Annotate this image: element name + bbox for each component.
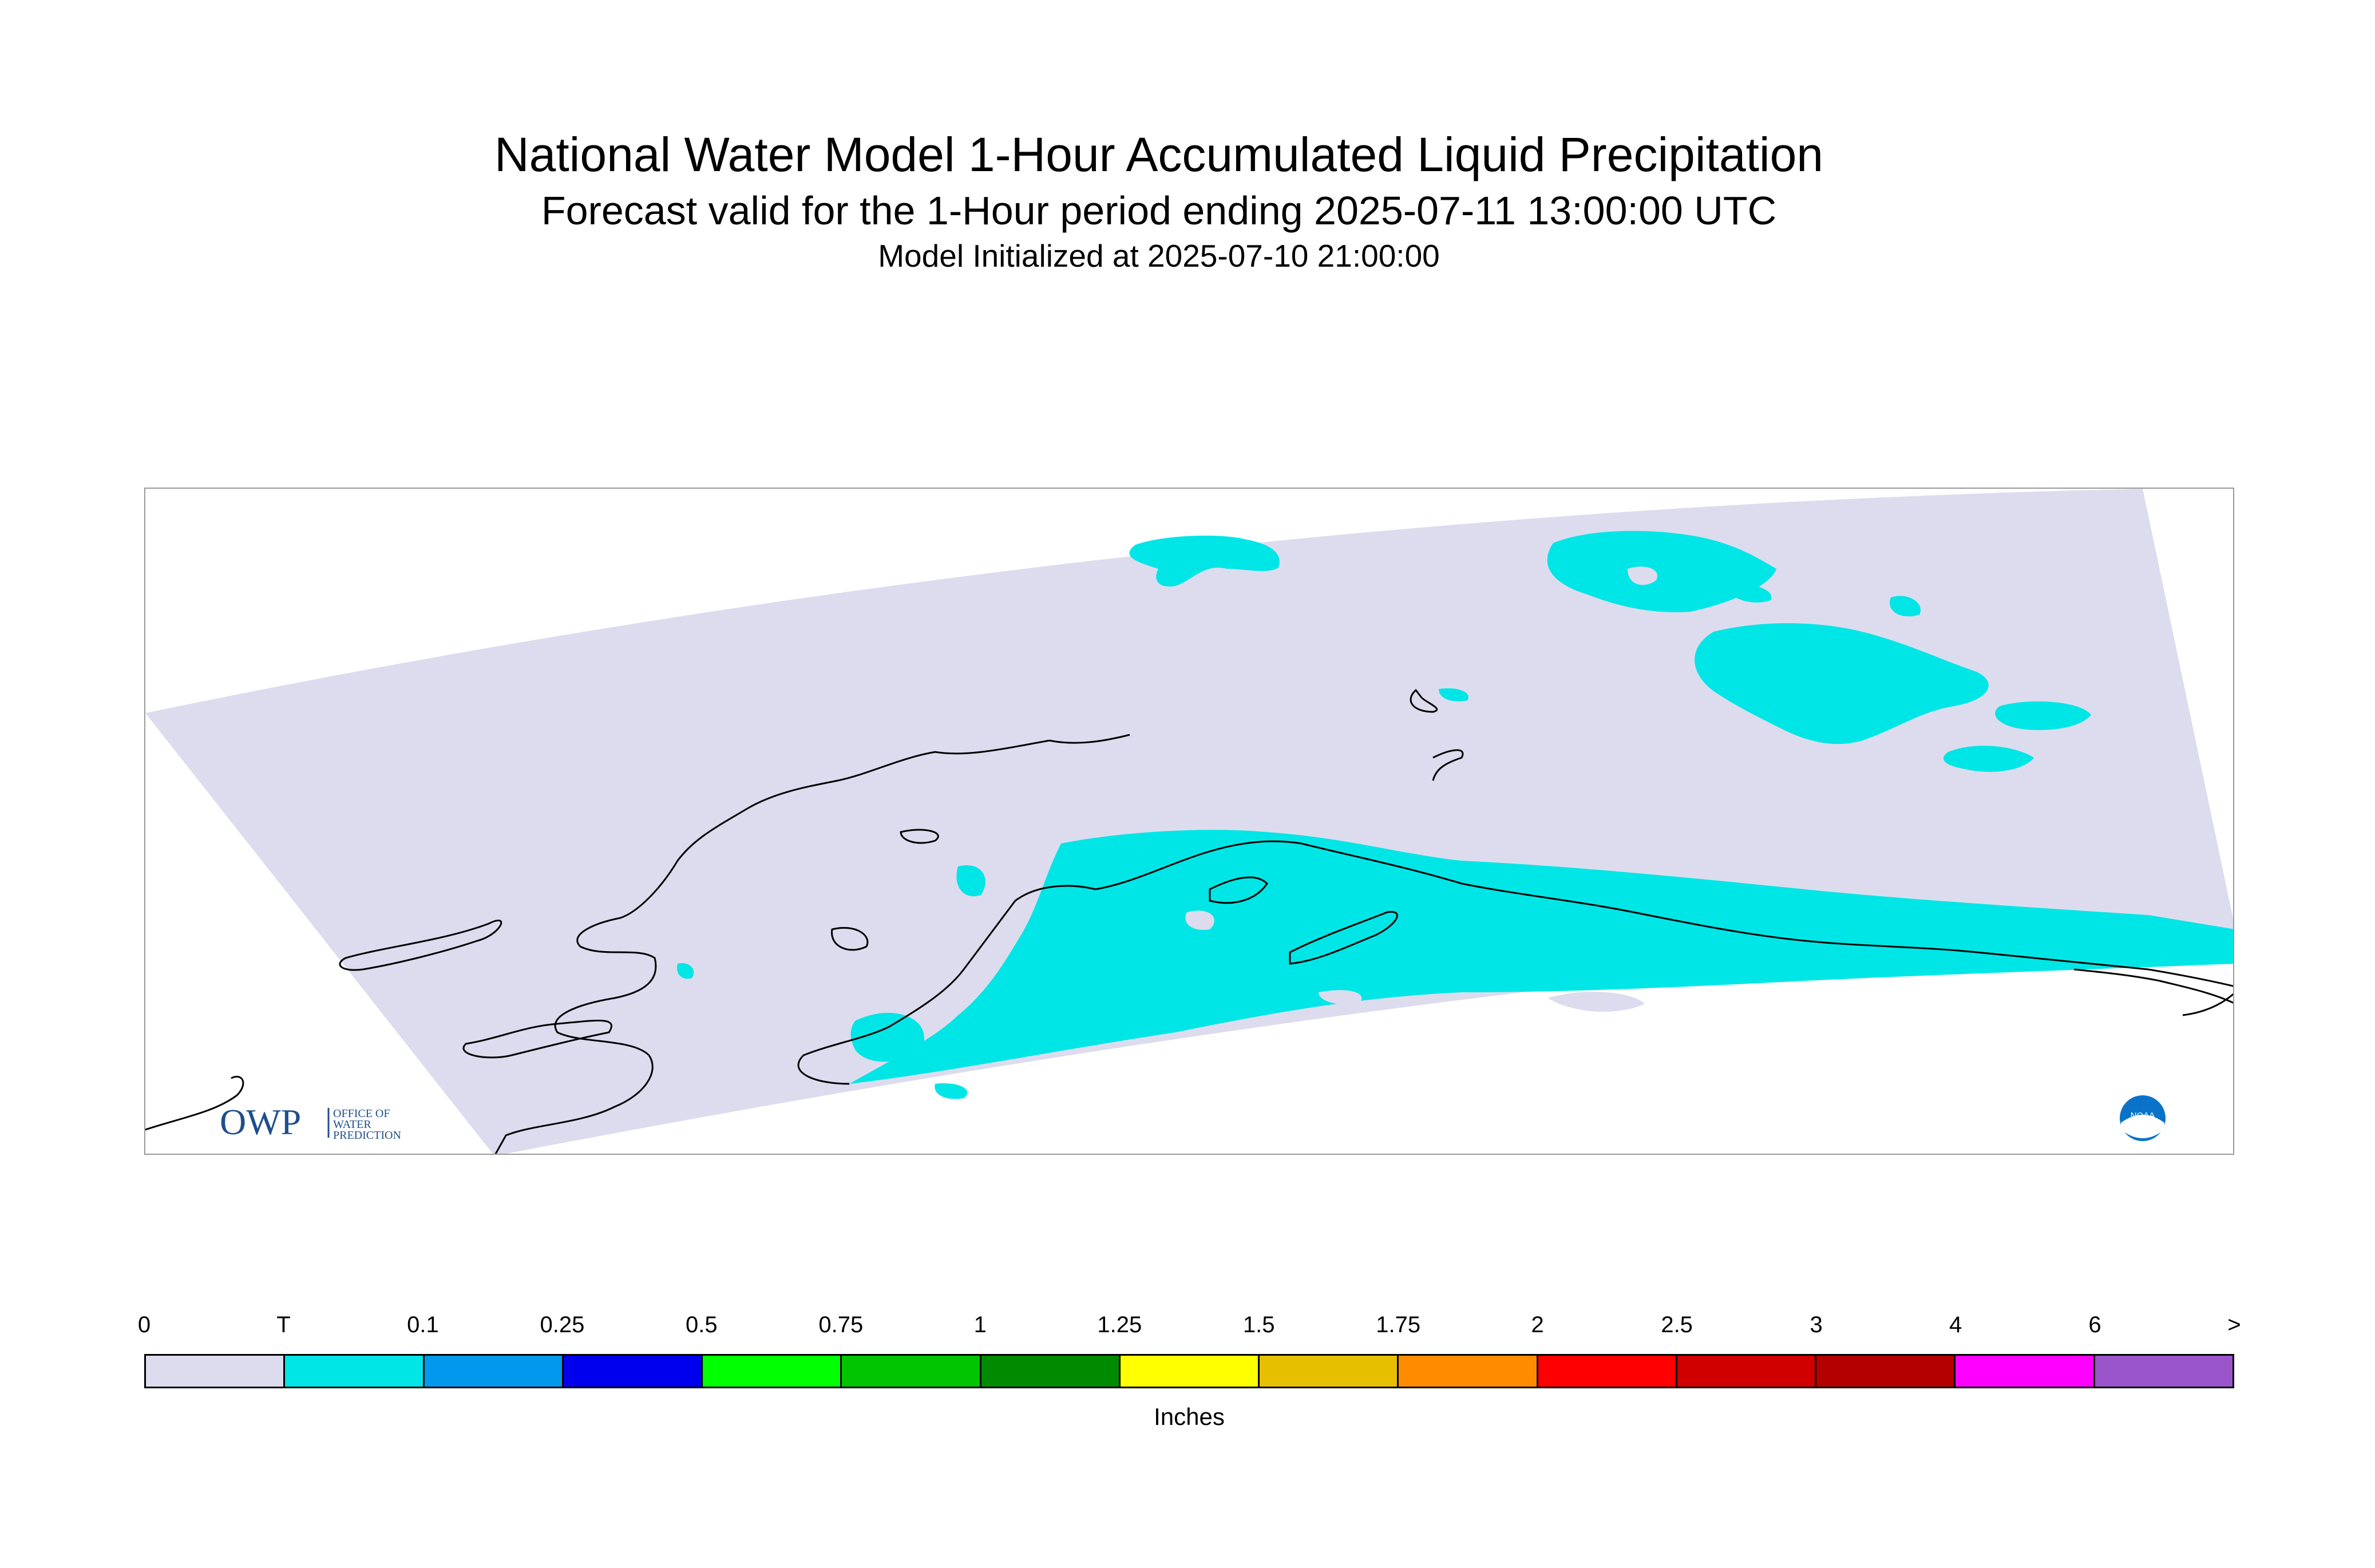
legend-tick-label: 1.25 — [1097, 1312, 1142, 1337]
noaa-logo-wave — [2121, 1115, 2164, 1138]
model-domain-area — [145, 489, 2233, 1154]
precip-patch — [850, 1012, 924, 1062]
coastline — [831, 926, 869, 951]
legend-swatch — [981, 1356, 1121, 1387]
precip-patch — [1547, 530, 1776, 612]
domain-hole — [1319, 990, 1362, 1005]
domain-holes — [1185, 910, 1645, 1012]
legend-swatch — [424, 1356, 564, 1387]
coastline — [1209, 876, 1268, 904]
owp-logo-line: WATER — [333, 1118, 371, 1131]
owp-logo-mark: OWP — [220, 1102, 301, 1142]
legend-swatch — [2095, 1356, 2232, 1387]
legend-swatch — [1956, 1356, 2095, 1387]
legend-swatch — [842, 1356, 981, 1387]
coastline — [2182, 993, 2233, 1016]
precip-patch — [1890, 596, 1921, 617]
title-block: National Water Model 1-Hour Accumulated … — [0, 0, 2375, 320]
legend-swatch — [1816, 1356, 1956, 1387]
map-subtitle: Forecast valid for the 1-Hour period end… — [541, 188, 1777, 233]
precip-patch — [1943, 746, 2034, 772]
legend-swatch — [563, 1356, 703, 1387]
coastline — [494, 734, 1130, 1154]
legend-swatch — [146, 1356, 286, 1387]
coastline — [797, 840, 2233, 1085]
precip-patch — [849, 830, 2233, 1084]
map-title: National Water Model 1-Hour Accumulated … — [494, 128, 1824, 181]
legend-tick-label: 0.75 — [818, 1312, 864, 1337]
precip-patch — [1695, 623, 1989, 745]
precip-patch — [1995, 701, 2091, 730]
owp-logo-line: PREDICTION — [333, 1129, 401, 1142]
coastline — [145, 1075, 244, 1131]
legend-tick-label: 1 — [973, 1312, 987, 1337]
legend-swatch — [1538, 1356, 1677, 1387]
legend-swatch — [1677, 1356, 1817, 1387]
legend-tick-label: 3 — [1810, 1312, 1823, 1337]
domain-hole — [1547, 992, 1645, 1012]
coastline — [1432, 749, 1464, 781]
legend-tick-label: 6 — [2088, 1312, 2101, 1337]
precip-areas — [677, 530, 2233, 1099]
color-legend: 0 T 0.1 0.25 0.5 0.75 1 1.25 1.5 1.75 2 2.5 3 4 6 > Inc… — [138, 1310, 2241, 1454]
legend-tick-label: > — [2227, 1312, 2241, 1337]
legend-tick-label: 4 — [1949, 1312, 1962, 1337]
precip-patch — [1628, 567, 1657, 585]
domain-hole — [1185, 910, 1214, 930]
map-canvas: OWP OFFICE OF WATER PREDICTION NOAA — [145, 489, 2233, 1154]
precip-patch — [1439, 688, 1468, 702]
legend-swatch — [285, 1356, 425, 1387]
legend-tick-label: 0.1 — [407, 1312, 439, 1337]
precip-patch — [677, 963, 694, 979]
legend-tick-label: T — [276, 1312, 291, 1337]
legend-swatch — [1399, 1356, 1538, 1387]
legend-tick-label: 2.5 — [1661, 1312, 1693, 1337]
coastlines — [145, 688, 2233, 1154]
coastline — [2073, 968, 2233, 1004]
legend-swatch — [1120, 1356, 1260, 1387]
owp-logo-line: OFFICE OF — [333, 1107, 390, 1120]
legend-tick-label: 1.5 — [1242, 1312, 1275, 1337]
coastline — [900, 829, 939, 844]
legend-tick-label: 0.5 — [686, 1312, 718, 1337]
precip-patch — [1725, 584, 1772, 603]
precip-patch — [1129, 536, 1280, 587]
legend-swatch — [703, 1356, 842, 1387]
coastline — [1410, 688, 1438, 713]
legend-ticks: 0 T 0.1 0.25 0.5 0.75 1 1.25 1.5 1.75 2 2.5 3 4 6 > — [138, 1310, 2241, 1345]
legend-tick-label: 0 — [137, 1312, 151, 1337]
legend-swatch — [1260, 1356, 1399, 1387]
legend-tick-label: 0.25 — [540, 1312, 585, 1337]
legend-tick-label: 2 — [1531, 1312, 1544, 1337]
legend-units: Inches — [1154, 1403, 1225, 1430]
legend-tick-label: 1.75 — [1376, 1312, 1421, 1337]
precip-patch — [935, 1083, 968, 1099]
coastline — [462, 1019, 612, 1059]
noaa-logo-text: NOAA — [2131, 1111, 2155, 1120]
coastline — [1289, 910, 1398, 965]
legend-bar — [144, 1354, 2234, 1388]
model-init-text: Model Initialized at 2025-07-10 21:00:00 — [878, 238, 1440, 274]
coastline — [339, 920, 502, 971]
map-panel[interactable]: OWP OFFICE OF WATER PREDICTION NOAA — [144, 488, 2234, 1155]
owp-logo: OWP OFFICE OF WATER PREDICTION — [220, 1102, 401, 1142]
noaa-logo: NOAA — [2120, 1095, 2166, 1141]
precip-patch — [956, 865, 985, 897]
